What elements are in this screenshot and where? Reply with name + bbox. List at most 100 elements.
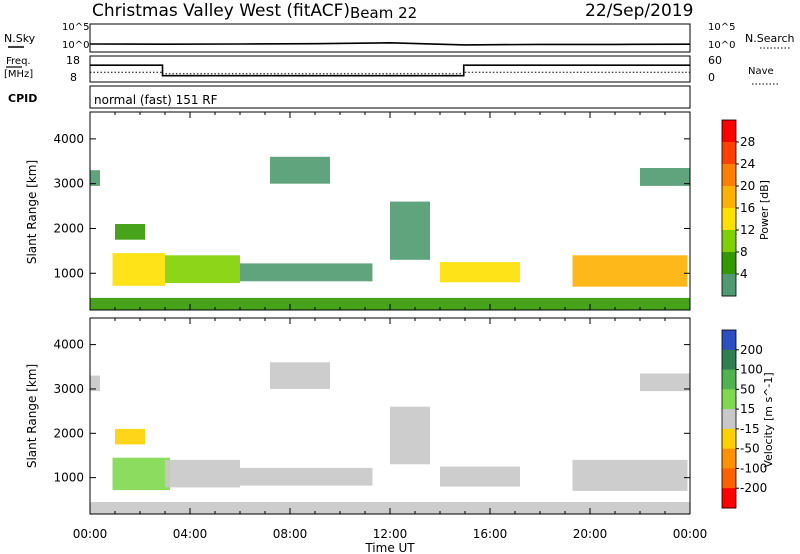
power-ytick-label: 3000 [53,177,84,191]
power-region-5 [270,156,330,184]
noise-right-tick-bottom: 10^0 [708,40,735,51]
velocity-colorbar-swatch-1 [722,349,736,371]
power-region-10 [90,297,690,310]
velocity-colorbar-swatch-4 [722,409,736,430]
nave-tick-bottom: 0 [708,71,715,84]
power-region-6 [390,201,430,260]
power-colorbar-label: Power [dB] [758,180,771,240]
power-region-9 [640,168,690,186]
cpid-panel-frame [89,85,691,109]
velocity-xticks [89,318,691,514]
noise-right-tick-top: 10^5 [708,22,735,33]
velocity-colorbar-tick-label: 200 [740,343,763,357]
velocity-colorbar-swatch-8 [722,488,736,509]
power-colorbar-swatch-3 [722,186,736,209]
power-colorbar: 28 24 20 16 12 8 4 [721,119,755,297]
power-ylabel: Slant Range [km] [25,160,39,264]
time-tick-label: 00:00 [673,527,708,541]
velocity-ytick-label: 2000 [53,426,84,440]
velocity-region-6 [390,406,430,465]
velocity-region-1 [115,428,145,445]
velocity-colorbar-swatch-5 [722,428,736,450]
power-yticks: 4000 3000 2000 1000 [53,132,690,280]
power-region-4 [240,263,373,282]
freq-tick-bottom: 8 [70,71,77,84]
time-tick-label: 08:00 [273,527,308,541]
power-region-7 [440,262,520,283]
date-title: 22/Sep/2019 [585,1,693,21]
velocity-region-10 [90,502,690,514]
velocity-colorbar-tick-label: 100 [740,363,763,377]
power-colorbar-swatch-6 [722,252,736,275]
freq-panel-frame [89,55,691,83]
noise-right-label: N.Search [745,32,795,45]
velocity-region-3 [165,459,240,488]
cpid-text: normal (fast) 151 RF [94,93,218,107]
power-colorbar-tick-label: 12 [740,223,755,237]
freq-label-1: Freq. [6,56,31,67]
power-colorbar-swatch-2 [722,164,736,187]
nave-line [90,71,690,75]
velocity-colorbar-swatch-2 [722,369,736,390]
velocity-region-0 [90,375,100,392]
freq-label-2: [MHz] [4,69,33,80]
station-title: Christmas Valley West (fitACF) [92,1,350,21]
freq-plot [90,64,690,77]
power-region-2 [112,253,165,286]
power-colorbar-tick-label: 8 [740,245,748,259]
velocity-colorbar-tick-label: -15 [740,422,760,436]
power-colorbar-swatch-5 [722,230,736,253]
velocity-colorbar-tick-label: -200 [740,481,767,495]
power-ytick-label: 2000 [53,221,84,235]
power-plot [90,156,690,310]
nave-tick-top: 60 [708,54,722,67]
freq-line [90,64,690,77]
time-tick-label: 04:00 [173,527,208,541]
power-colorbar-tick-label: 28 [740,135,755,149]
nave-label: Nave [748,66,774,77]
power-colorbar-tick-label: 16 [740,201,755,215]
noise-left-label: N.Sky [4,32,36,45]
velocity-colorbar-swatch-3 [722,389,736,410]
velocity-region-7 [440,466,520,487]
beam-title: Beam 22 [350,4,417,22]
time-tick-label: 20:00 [573,527,608,541]
velocity-region-2 [112,457,170,491]
noise-left-tick-top: 10^5 [62,22,89,33]
noise-sky-line [89,41,691,46]
power-colorbar-swatch-7 [722,274,736,297]
power-region-1 [115,224,145,240]
power-colorbar-swatch-1 [722,142,736,165]
velocity-colorbar: 200 100 50 15 -15 -50 -100 -200 [721,329,767,509]
velocity-yticks: 4000 3000 2000 1000 [53,338,690,485]
velocity-colorbar-swatch-7 [722,468,736,489]
velocity-colorbar-tick-label: -100 [740,461,767,475]
velocity-colorbar-tick-label: 15 [740,402,755,416]
power-region-8 [572,255,688,287]
noise-panel-frame [89,23,691,53]
noise-plot [89,41,691,46]
time-tick-label: 16:00 [473,527,508,541]
velocity-region-8 [572,459,688,491]
cpid-label: CPID [8,92,37,105]
power-colorbar-swatch-0 [722,120,736,143]
time-axis-title: Time UT [364,541,415,554]
velocity-region-5 [270,362,330,389]
velocity-ylabel: Slant Range [km] [25,364,39,468]
velocity-colorbar-label: Velocity [m s^-1] [762,372,775,467]
power-colorbar-tick-label: 20 [740,179,755,193]
power-region-3 [165,255,240,284]
velocity-colorbar-tick-label: 50 [740,382,755,396]
power-colorbar-tick-label: 4 [740,267,748,281]
power-ytick-label: 1000 [53,266,84,280]
freq-tick-top: 18 [66,54,80,67]
velocity-ytick-label: 4000 [53,338,84,352]
time-tick-label: 00:00 [73,527,108,541]
velocity-region-4 [240,467,373,486]
velocity-plot [90,362,690,514]
velocity-colorbar-swatch-0 [722,330,736,351]
power-xticks [89,112,691,310]
velocity-colorbar-swatch-6 [722,448,736,469]
power-ytick-label: 4000 [53,132,84,146]
